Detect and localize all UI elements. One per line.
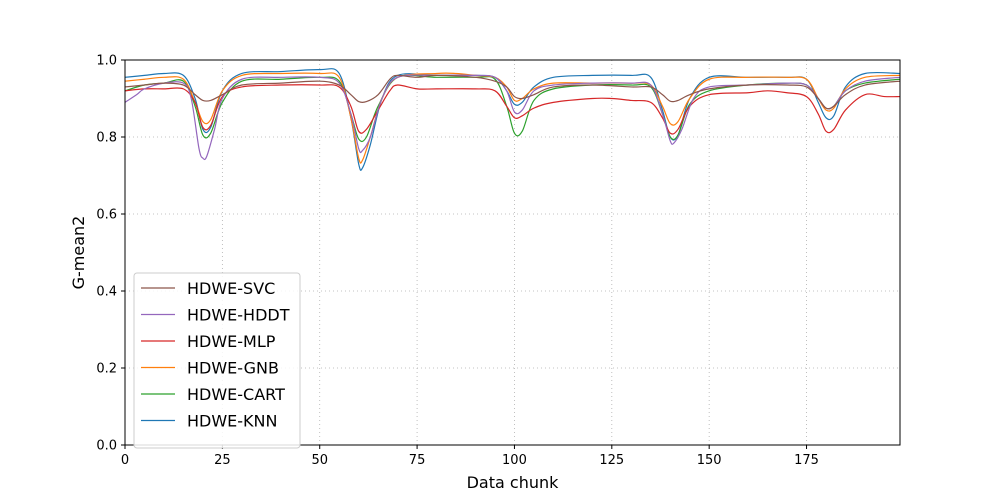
y-tick-label: 0.6 — [96, 208, 117, 223]
y-tick-label: 0.0 — [96, 439, 117, 454]
series-line-hdwe-svc — [124, 74, 901, 110]
series-line-hdwe-mlp — [124, 84, 901, 135]
y-tick-label: 0.2 — [96, 362, 117, 377]
x-tick-label: 175 — [794, 453, 819, 468]
axis-ticks: 0 25 50 75 100 125 150 175 0.0 0.2 0.4 0.6 0.8 1.0 — [96, 54, 819, 469]
legend-label: HDWE-CART — [187, 385, 285, 404]
series-lines — [124, 68, 901, 171]
x-tick-label: 100 — [502, 453, 527, 468]
legend-label: HDWE-HDDT — [187, 306, 290, 325]
y-tick-label: 0.4 — [96, 285, 117, 300]
legend-label: HDWE-KNN — [187, 412, 277, 431]
x-tick-label: 0 — [121, 453, 129, 468]
x-tick-label: 25 — [214, 453, 231, 468]
x-axis-title: Data chunk — [467, 473, 560, 492]
series-line-hdwe-gnb — [124, 72, 901, 164]
y-tick-label: 0.8 — [96, 131, 117, 146]
x-tick-label: 50 — [311, 453, 328, 468]
y-axis-title: G-mean2 — [69, 216, 88, 290]
x-tick-label: 75 — [409, 453, 426, 468]
plot-frame — [124, 59, 901, 446]
legend: HDWE-SVC HDWE-HDDT HDWE-MLP HDWE-GNB HDWE-CA… — [133, 272, 301, 449]
legend-label: HDWE-SVC — [187, 279, 275, 298]
legend-label: HDWE-GNB — [187, 359, 279, 378]
legend-box — [133, 272, 301, 449]
x-tick-label: 150 — [697, 453, 722, 468]
legend-label: HDWE-MLP — [187, 332, 276, 351]
x-tick-label: 125 — [599, 453, 624, 468]
y-tick-label: 1.0 — [96, 54, 117, 69]
